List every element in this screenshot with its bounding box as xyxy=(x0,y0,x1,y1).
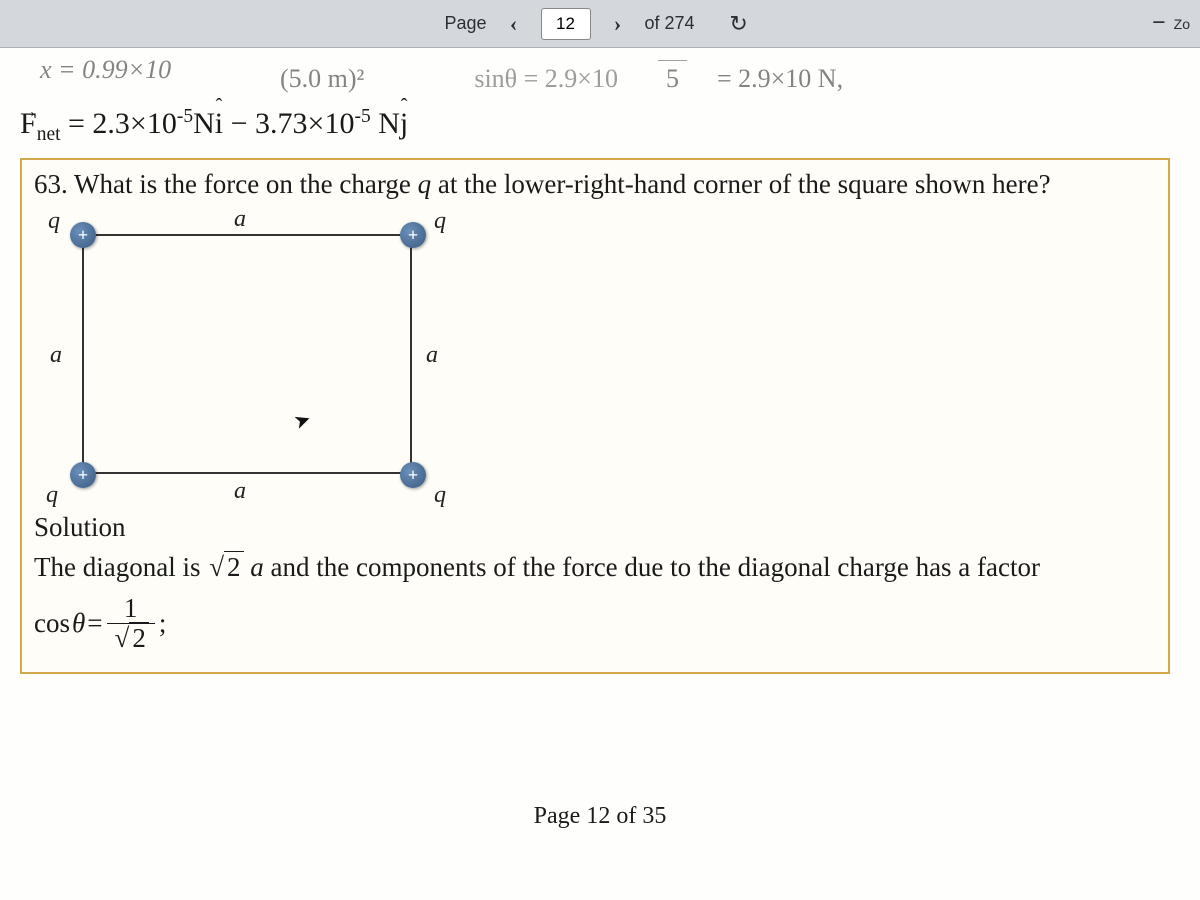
next-page-button[interactable]: › xyxy=(603,9,633,39)
fragment-mid: sinθ = 2.9×10 xyxy=(474,61,618,97)
page-number-input[interactable] xyxy=(541,8,591,40)
refresh-icon[interactable]: ↻ xyxy=(722,7,756,41)
fragment-five: 5 xyxy=(658,60,687,97)
label-q-br: q xyxy=(434,482,446,509)
pdf-toolbar: Page ‹ › of 274 ↻ − Zo xyxy=(0,0,1200,48)
fnet-equation: →Fnet = 2.3×10-5Ni − 3.73×10-5 Nj xyxy=(0,98,1200,154)
charge-bottom-right: + xyxy=(400,462,426,488)
square-outline xyxy=(82,234,412,474)
zoom-out-button[interactable]: − xyxy=(1152,10,1166,37)
prev-page-button[interactable]: ‹ xyxy=(499,9,529,39)
zoom-label: Zo xyxy=(1174,16,1190,32)
charge-top-right: + xyxy=(400,222,426,248)
label-a-right: a xyxy=(426,342,438,369)
solution-line1: The diagonal is 2 a and the components o… xyxy=(34,547,1156,588)
label-a-top: a xyxy=(234,206,246,233)
charge-bottom-left: + xyxy=(70,462,96,488)
page-footer: Page 12 of 35 xyxy=(0,803,1200,830)
fragment-denom: (5.0 m)² xyxy=(280,61,364,97)
label-q-bl: q xyxy=(46,482,58,509)
label-a-bottom: a xyxy=(234,478,246,505)
highlighted-region: 63. What is the force on the charge q at… xyxy=(20,158,1170,674)
document-page: x = 0.99×10 (5.0 m)² sinθ = 2.9×10 5 = 2… xyxy=(0,48,1200,900)
question-text: 63. What is the force on the charge q at… xyxy=(34,166,1156,202)
label-q-tr: q xyxy=(434,208,446,235)
solution-heading: Solution xyxy=(34,512,1156,543)
partial-content-top: x = 0.99×10 (5.0 m)² sinθ = 2.9×10 5 = 2… xyxy=(0,48,1200,98)
fragment-right: = 2.9×10 N, xyxy=(717,61,843,97)
zoom-controls: − Zo xyxy=(1152,10,1190,37)
page-total-label: of 274 xyxy=(645,13,695,34)
label-a-left: a xyxy=(50,342,62,369)
page-label: Page xyxy=(444,13,486,34)
square-charge-diagram: + + + + q q q q a a a a ➤ xyxy=(34,208,444,508)
label-q-tl: q xyxy=(48,208,60,235)
cos-equation: cosθ = 1 2 ; xyxy=(34,594,1156,654)
